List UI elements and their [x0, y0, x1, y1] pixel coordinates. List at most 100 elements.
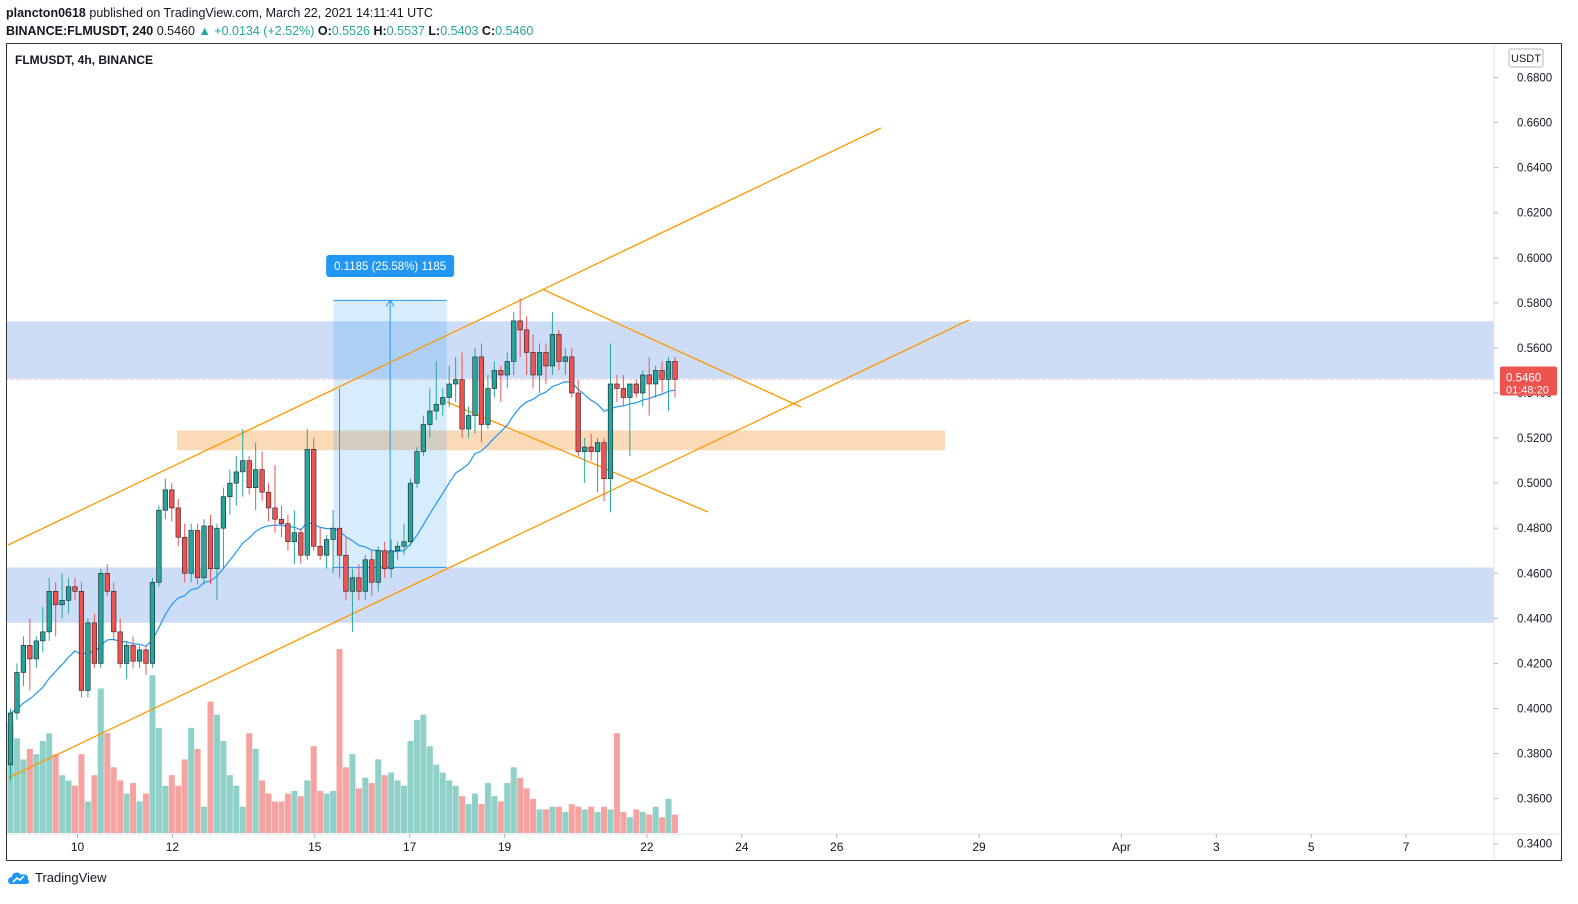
candle[interactable]	[343, 537, 349, 601]
candle[interactable]	[85, 618, 91, 698]
candle[interactable]	[659, 361, 665, 393]
candle[interactable]	[536, 343, 543, 393]
candle[interactable]	[72, 577, 78, 601]
candle[interactable]	[336, 388, 343, 578]
candle[interactable]	[388, 539, 394, 578]
channel-lower-line[interactable]	[7, 319, 970, 779]
candle[interactable]	[207, 514, 214, 585]
candle[interactable]	[485, 374, 491, 430]
candle[interactable]	[382, 541, 388, 578]
candle[interactable]	[511, 311, 517, 375]
candle[interactable]	[201, 519, 207, 585]
candle[interactable]	[556, 329, 562, 371]
candle[interactable]	[111, 582, 117, 641]
candle[interactable]	[291, 510, 297, 565]
candle[interactable]	[665, 356, 672, 412]
candle[interactable]	[453, 356, 459, 403]
candle[interactable]	[672, 356, 678, 398]
candle[interactable]	[369, 550, 375, 596]
candle[interactable]	[478, 343, 485, 443]
candle[interactable]	[362, 555, 368, 601]
candle[interactable]	[517, 298, 523, 357]
candle[interactable]	[607, 343, 614, 513]
candle[interactable]	[78, 582, 85, 698]
candle[interactable]	[498, 365, 504, 403]
candle[interactable]	[601, 438, 607, 502]
candle[interactable]	[65, 577, 72, 614]
candle[interactable]	[117, 618, 123, 668]
candle[interactable]	[259, 451, 265, 502]
candle[interactable]	[188, 523, 194, 583]
candle[interactable]	[465, 406, 472, 439]
chart-frame[interactable]: 0.1185 (25.58%) 1185 FLMUSDT, 4h, BINANCE…	[6, 43, 1562, 861]
candle[interactable]	[349, 568, 356, 632]
lower-support-zone[interactable]	[7, 567, 1494, 623]
candle[interactable]	[653, 365, 659, 398]
candle[interactable]	[317, 528, 323, 560]
candle[interactable]	[20, 636, 27, 686]
candle[interactable]	[265, 483, 272, 522]
candle[interactable]	[324, 534, 330, 569]
candle[interactable]	[543, 343, 549, 384]
candle[interactable]	[14, 663, 20, 720]
candle[interactable]	[7, 708, 14, 781]
candle[interactable]	[440, 388, 446, 416]
upper-resistance-zone[interactable]	[7, 321, 1494, 379]
channel-upper-line[interactable]	[7, 127, 882, 546]
candle[interactable]	[304, 429, 310, 560]
author-name[interactable]: plancton0618	[6, 6, 86, 20]
wedge-upper-line[interactable]	[541, 288, 802, 408]
candle[interactable]	[278, 505, 285, 538]
candle[interactable]	[272, 465, 278, 533]
candle[interactable]	[330, 510, 336, 574]
tradingview-logo-icon[interactable]	[8, 871, 30, 885]
candle[interactable]	[91, 613, 97, 668]
candle[interactable]	[627, 383, 633, 457]
candle[interactable]	[640, 370, 646, 407]
candle[interactable]	[240, 429, 246, 497]
candle[interactable]	[104, 564, 110, 596]
candle[interactable]	[253, 442, 259, 511]
candle[interactable]	[614, 374, 620, 403]
candle[interactable]	[53, 582, 59, 637]
candle[interactable]	[33, 636, 39, 668]
candle[interactable]	[156, 505, 162, 587]
last-price-tag[interactable]	[1500, 366, 1557, 396]
candle[interactable]	[562, 347, 568, 375]
candle[interactable]	[375, 546, 381, 592]
candle[interactable]	[569, 347, 575, 398]
candle[interactable]	[214, 523, 220, 601]
candle[interactable]	[633, 379, 639, 398]
candle[interactable]	[124, 640, 130, 680]
candle[interactable]	[420, 415, 426, 457]
candle[interactable]	[162, 478, 168, 520]
currency-badge[interactable]	[1508, 48, 1544, 68]
candle[interactable]	[220, 487, 226, 569]
candle[interactable]	[549, 311, 556, 375]
orange-support-zone[interactable]	[177, 430, 945, 451]
candle[interactable]	[459, 352, 465, 439]
candle[interactable]	[59, 573, 65, 619]
candle[interactable]	[227, 469, 233, 515]
candle[interactable]	[575, 379, 581, 457]
candle[interactable]	[407, 478, 414, 547]
candle[interactable]	[246, 456, 252, 495]
candle[interactable]	[311, 438, 317, 551]
candle[interactable]	[414, 447, 420, 488]
candle[interactable]	[588, 433, 594, 461]
candle[interactable]	[504, 352, 510, 389]
measure-label-box[interactable]	[326, 255, 455, 277]
candle[interactable]	[285, 514, 291, 551]
candle[interactable]	[530, 334, 536, 389]
candle[interactable]	[401, 523, 407, 556]
candle[interactable]	[472, 347, 478, 434]
candle[interactable]	[433, 361, 439, 421]
candle[interactable]	[40, 607, 46, 653]
candle[interactable]	[27, 618, 33, 691]
candle[interactable]	[149, 577, 156, 668]
footer-brand[interactable]: TradingView	[35, 870, 107, 885]
candle[interactable]	[356, 564, 362, 601]
candle[interactable]	[394, 541, 401, 560]
candle[interactable]	[594, 438, 601, 493]
candle[interactable]	[298, 528, 304, 565]
